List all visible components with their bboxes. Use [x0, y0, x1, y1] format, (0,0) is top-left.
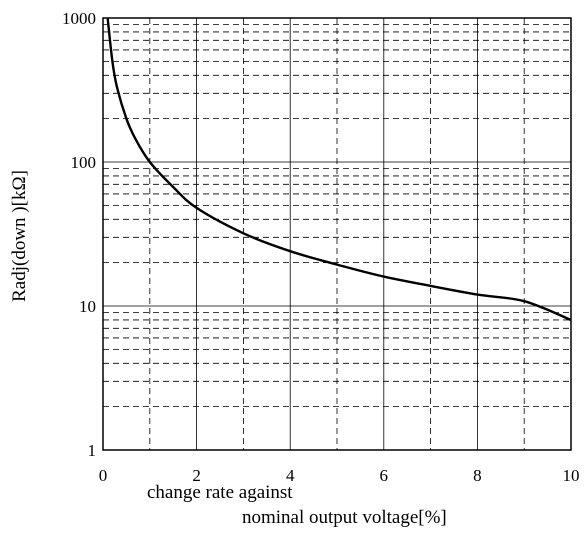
x-tick-label: 2 — [192, 466, 201, 485]
x-tick-label: 10 — [563, 466, 580, 485]
x-tick-label: 0 — [99, 466, 108, 485]
series-line — [106, 18, 572, 322]
y-tick-label: 1000 — [62, 9, 96, 28]
y-axis-label: Radj(down )[kΩ] — [9, 170, 30, 302]
x-tick-label: 6 — [380, 466, 389, 485]
y-axis-tick-labels: 1 10 100 1000 — [62, 9, 96, 460]
x-tick-label: 8 — [473, 466, 482, 485]
x-axis-label-line1: change rate against — [147, 482, 293, 503]
y-tick-label: 10 — [79, 297, 96, 316]
y-tick-label: 1 — [88, 441, 97, 460]
grid — [103, 18, 571, 450]
y-tick-label: 100 — [71, 153, 97, 172]
plot-frame — [102, 17, 572, 451]
x-axis-tick-labels: 0 2 4 6 8 10 — [99, 466, 580, 485]
x-tick-label: 4 — [286, 466, 295, 485]
x-axis-label-line2: nominal output voltage[%] — [242, 507, 447, 528]
